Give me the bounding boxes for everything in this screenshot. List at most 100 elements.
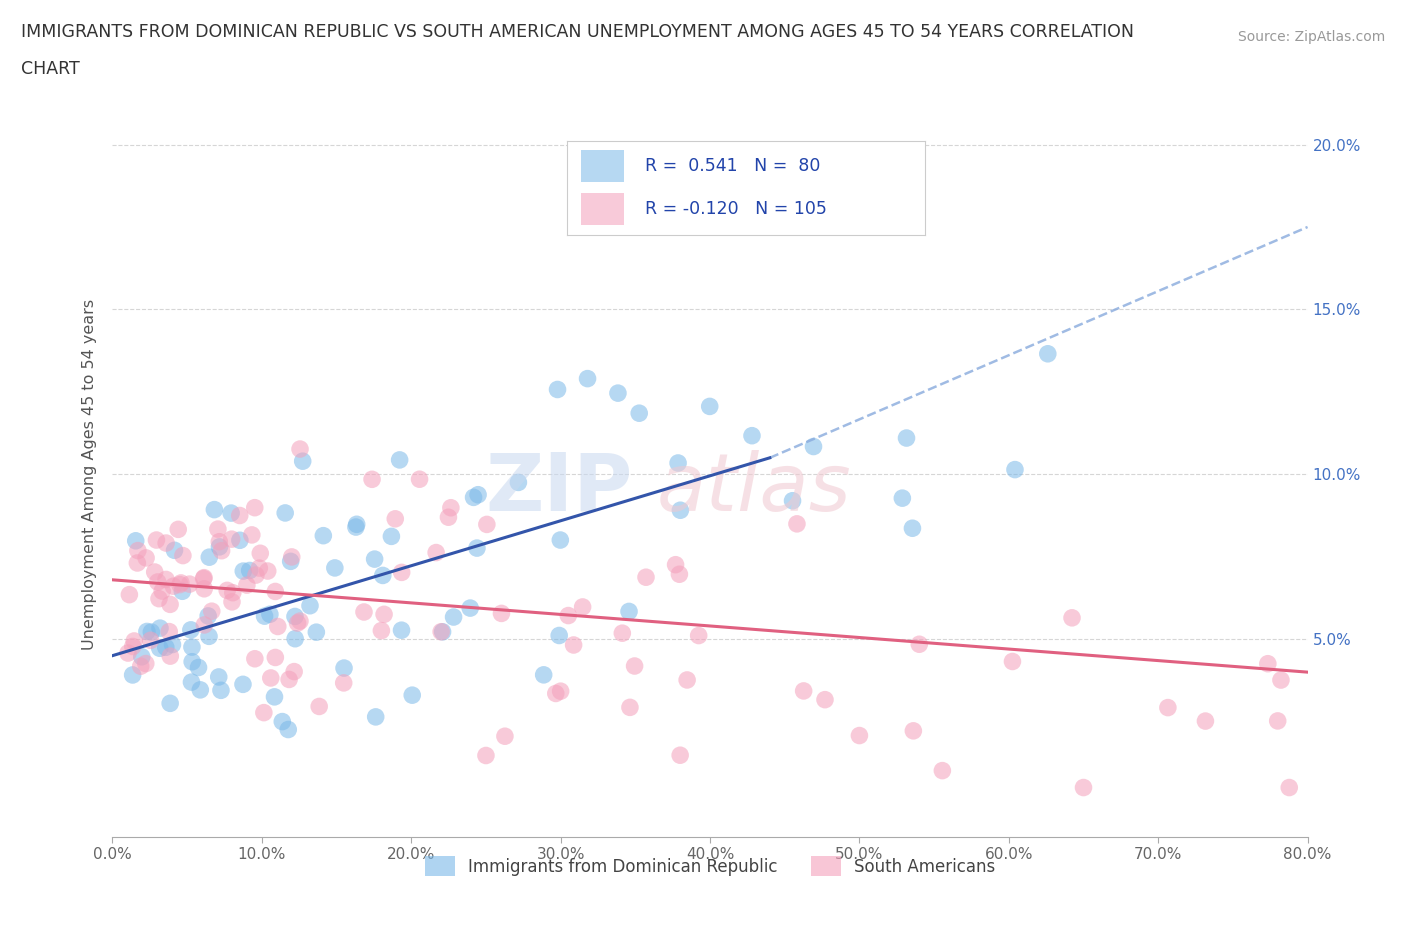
Point bbox=[253, 705, 276, 720]
Point bbox=[676, 672, 699, 687]
Point bbox=[197, 608, 219, 623]
Point bbox=[155, 640, 177, 655]
Text: atlas: atlas bbox=[657, 450, 851, 528]
Point bbox=[544, 686, 567, 701]
Point bbox=[187, 660, 209, 675]
Point bbox=[149, 620, 172, 635]
Point bbox=[264, 584, 287, 599]
Point bbox=[229, 508, 252, 523]
Point bbox=[1157, 700, 1180, 715]
Point bbox=[217, 583, 239, 598]
Point bbox=[312, 528, 335, 543]
Point bbox=[271, 714, 294, 729]
Point bbox=[901, 521, 924, 536]
Legend: Immigrants from Dominican Republic, South Americans: Immigrants from Dominican Republic, Sout… bbox=[418, 849, 1002, 884]
Point bbox=[1001, 654, 1024, 669]
Point bbox=[167, 522, 190, 537]
Point bbox=[180, 674, 202, 689]
Point bbox=[283, 664, 305, 679]
Point bbox=[344, 520, 367, 535]
Point bbox=[284, 609, 307, 624]
Point bbox=[533, 668, 555, 683]
Point bbox=[288, 442, 311, 457]
Point bbox=[432, 624, 454, 639]
Point bbox=[281, 550, 304, 565]
Point bbox=[550, 684, 572, 698]
Point bbox=[122, 633, 145, 648]
Point bbox=[159, 696, 181, 711]
Point bbox=[129, 658, 152, 673]
Point bbox=[628, 405, 651, 420]
Point bbox=[391, 623, 413, 638]
Point bbox=[253, 609, 276, 624]
Point bbox=[803, 439, 825, 454]
Point bbox=[430, 624, 453, 639]
Point bbox=[557, 608, 579, 623]
Point bbox=[179, 577, 201, 591]
Point bbox=[135, 551, 157, 565]
Point bbox=[243, 500, 266, 515]
Point bbox=[623, 658, 645, 673]
Point bbox=[425, 545, 447, 560]
Point bbox=[131, 649, 153, 664]
Point bbox=[141, 625, 163, 640]
Point bbox=[391, 565, 413, 579]
Point bbox=[333, 660, 356, 675]
Point bbox=[1257, 657, 1279, 671]
Point bbox=[353, 604, 375, 619]
Point bbox=[908, 637, 931, 652]
Point bbox=[149, 641, 172, 656]
Point bbox=[288, 614, 311, 629]
Point bbox=[1073, 780, 1095, 795]
Point bbox=[236, 578, 259, 592]
Point bbox=[607, 386, 630, 401]
Point bbox=[263, 689, 285, 704]
Point bbox=[666, 456, 689, 471]
Point bbox=[494, 729, 516, 744]
Point bbox=[782, 493, 804, 508]
Point bbox=[170, 576, 193, 591]
Point bbox=[668, 566, 690, 581]
Point bbox=[1194, 713, 1216, 728]
Point bbox=[440, 500, 463, 515]
Point bbox=[135, 624, 157, 639]
Point bbox=[1270, 672, 1292, 687]
Point bbox=[162, 578, 184, 593]
Point bbox=[664, 557, 686, 572]
Point bbox=[287, 616, 309, 631]
Point bbox=[148, 591, 170, 606]
Point bbox=[125, 534, 148, 549]
Point bbox=[159, 597, 181, 612]
Point bbox=[278, 672, 301, 687]
Point bbox=[143, 565, 166, 579]
Point bbox=[465, 540, 488, 555]
Point bbox=[127, 555, 149, 570]
Point bbox=[188, 683, 211, 698]
Point bbox=[308, 699, 330, 714]
Point bbox=[370, 623, 392, 638]
Point bbox=[163, 543, 186, 558]
Point bbox=[458, 601, 481, 616]
Point bbox=[249, 546, 271, 561]
Point bbox=[571, 600, 593, 615]
Point bbox=[463, 490, 485, 505]
Point bbox=[550, 533, 572, 548]
Point bbox=[181, 640, 204, 655]
Point bbox=[491, 606, 513, 621]
Point bbox=[198, 629, 221, 644]
Point bbox=[193, 618, 215, 632]
Point bbox=[145, 533, 167, 548]
Point bbox=[848, 728, 870, 743]
Point bbox=[388, 453, 411, 468]
Point bbox=[786, 516, 808, 531]
Point bbox=[475, 748, 498, 763]
Point bbox=[576, 371, 599, 386]
Point bbox=[1060, 610, 1083, 625]
Point bbox=[380, 529, 402, 544]
Point bbox=[219, 506, 242, 521]
Point bbox=[401, 687, 423, 702]
Point bbox=[298, 598, 321, 613]
Point bbox=[118, 587, 141, 602]
Point bbox=[612, 626, 634, 641]
Point bbox=[157, 624, 180, 639]
